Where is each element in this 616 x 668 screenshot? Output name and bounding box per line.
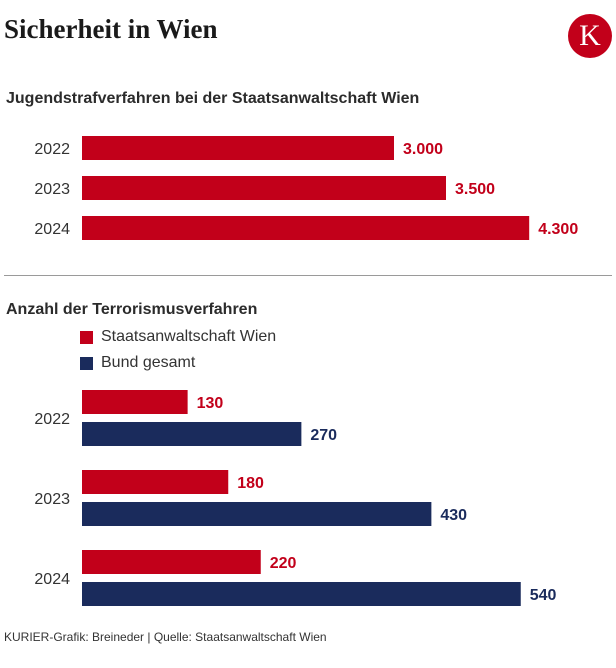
chart2-title: Anzahl der Terrorismusverfahren [6, 301, 257, 319]
source-credit: KURIER-Grafik: Breineder | Quelle: Staat… [4, 630, 327, 644]
c2-value-label-s1-2023: 430 [440, 507, 467, 524]
c2-value-label-s1-2024: 540 [530, 587, 557, 604]
chart-terrorismusverfahren: 2022 130 270 2023 180 430 2024 220 540 [0, 380, 616, 620]
c2-bar-s1-2022 [82, 422, 301, 446]
c1-value-label-s0-2023: 3.500 [455, 181, 495, 198]
c1-bar-s0-2022 [82, 136, 394, 160]
c2-bar-s0-2022 [82, 390, 188, 414]
chart1-title: Jugendstrafverfahren bei der Staatsanwal… [6, 90, 419, 108]
c1-category-label-2023: 2023 [34, 181, 70, 198]
c2-bar-s1-2023 [82, 502, 431, 526]
kurier-logo: K [568, 14, 612, 58]
c2-category-label-2023: 2023 [34, 491, 70, 508]
legend-item-staatsanwaltschaft: Staatsanwaltschaft Wien [80, 328, 276, 346]
c2-bar-s1-2024 [82, 582, 521, 606]
c1-value-label-s0-2024: 4.300 [538, 221, 578, 238]
c1-value-label-s0-2022: 3.000 [403, 141, 443, 158]
c2-value-label-s0-2023: 180 [237, 475, 264, 492]
legend-item-bund: Bund gesamt [80, 354, 195, 372]
c1-category-label-2024: 2024 [34, 221, 70, 238]
c2-value-label-s0-2022: 130 [197, 395, 224, 412]
divider [4, 275, 612, 276]
c1-category-label-2022: 2022 [34, 141, 70, 158]
page-title: Sicherheit in Wien [4, 14, 218, 45]
c2-value-label-s0-2024: 220 [270, 555, 297, 572]
legend-swatch-navy [80, 357, 93, 370]
c2-bar-s0-2023 [82, 470, 228, 494]
c1-bar-s0-2023 [82, 176, 446, 200]
c1-bar-s0-2024 [82, 216, 529, 240]
chart-jugendstrafverfahren: 2022 3.000 2023 3.500 2024 4.300 [0, 120, 616, 260]
legend-label-staatsanwaltschaft: Staatsanwaltschaft Wien [101, 328, 276, 346]
c2-category-label-2022: 2022 [34, 411, 70, 428]
legend-swatch-red [80, 331, 93, 344]
c2-category-label-2024: 2024 [34, 571, 70, 588]
c2-value-label-s1-2022: 270 [310, 427, 337, 444]
legend-label-bund: Bund gesamt [101, 354, 195, 372]
c2-bar-s0-2024 [82, 550, 261, 574]
